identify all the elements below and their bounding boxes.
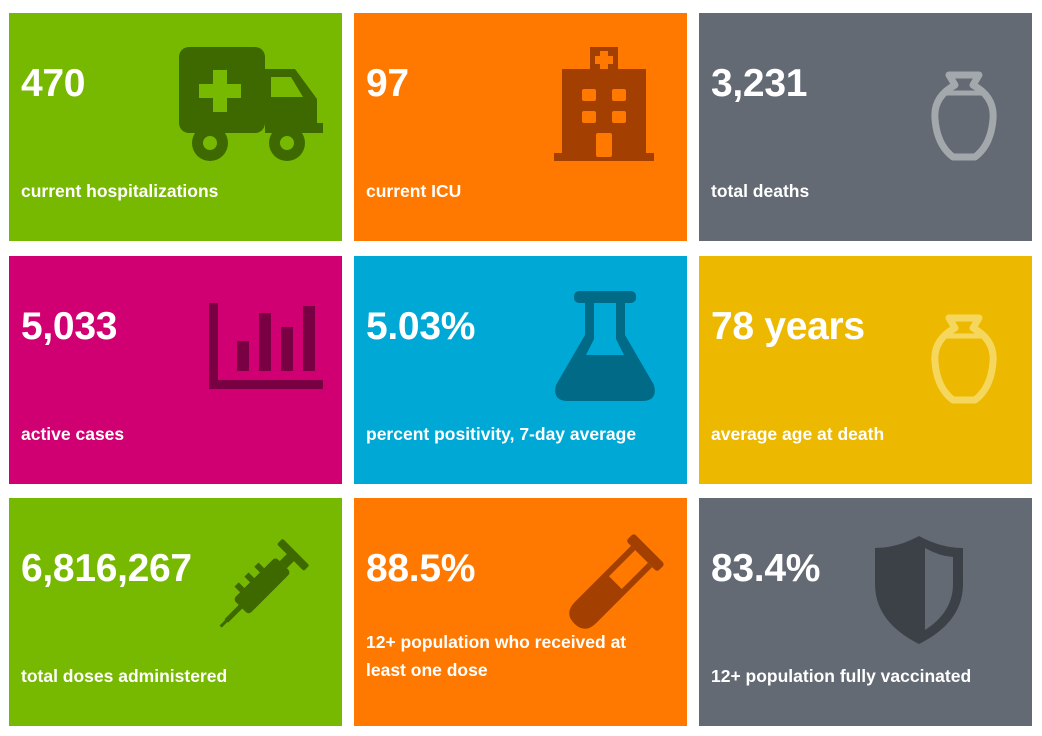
- average-age-value: 78 years: [711, 305, 865, 348]
- deaths-value: 3,231: [711, 62, 808, 105]
- one-dose-label: 12+ population who received at least one…: [366, 632, 627, 680]
- tile-active-cases: 5,033 active cases: [9, 256, 342, 484]
- test-tube-icon: [569, 534, 664, 629]
- tile-fully-vaccinated: 83.4% 12+ population fully vaccinated: [699, 498, 1032, 726]
- tile-one-dose: 88.5% 12+ population who received at lea…: [354, 498, 687, 726]
- tile-total-deaths: 3,231 total deaths: [699, 13, 1032, 241]
- ambulance-icon: [179, 47, 323, 161]
- lab-flask-icon: [555, 291, 655, 401]
- doses-value: 6,816,267: [21, 547, 192, 590]
- one-dose-value: 88.5%: [366, 547, 476, 590]
- urn-icon: [931, 71, 997, 161]
- positivity-value: 5.03%: [366, 305, 476, 348]
- tile-average-age-at-death: 78 years average age at death: [699, 256, 1032, 484]
- active-cases-value: 5,033: [21, 305, 118, 348]
- active-cases-label: active cases: [21, 424, 125, 444]
- bar-chart-icon: [209, 303, 323, 389]
- tile-current-icu: 97 current ICU: [354, 13, 687, 241]
- positivity-label: percent positivity, 7-day average: [366, 424, 637, 444]
- doses-label: total doses administered: [21, 666, 228, 686]
- hospital-building-icon: [554, 47, 654, 161]
- icu-value: 97: [366, 62, 409, 105]
- tile-current-hospitalizations: 470 current hospitalizations: [9, 13, 342, 241]
- hospitalizations-value: 470: [21, 62, 86, 105]
- fully-vaccinated-label: 12+ population fully vaccinated: [711, 666, 972, 686]
- deaths-label: total deaths: [711, 181, 810, 201]
- hospitalizations-label: current hospitalizations: [21, 181, 219, 201]
- tile-percent-positivity: 5.03% percent positivity, 7-day average: [354, 256, 687, 484]
- urn-icon: [931, 314, 997, 404]
- tile-total-doses: 6,816,267 total doses administered: [9, 498, 342, 726]
- fully-vaccinated-value: 83.4%: [711, 547, 821, 590]
- average-age-label: average age at death: [711, 424, 885, 444]
- shield-icon: [875, 536, 963, 644]
- icu-label: current ICU: [366, 181, 462, 201]
- syringe-icon: [219, 539, 309, 628]
